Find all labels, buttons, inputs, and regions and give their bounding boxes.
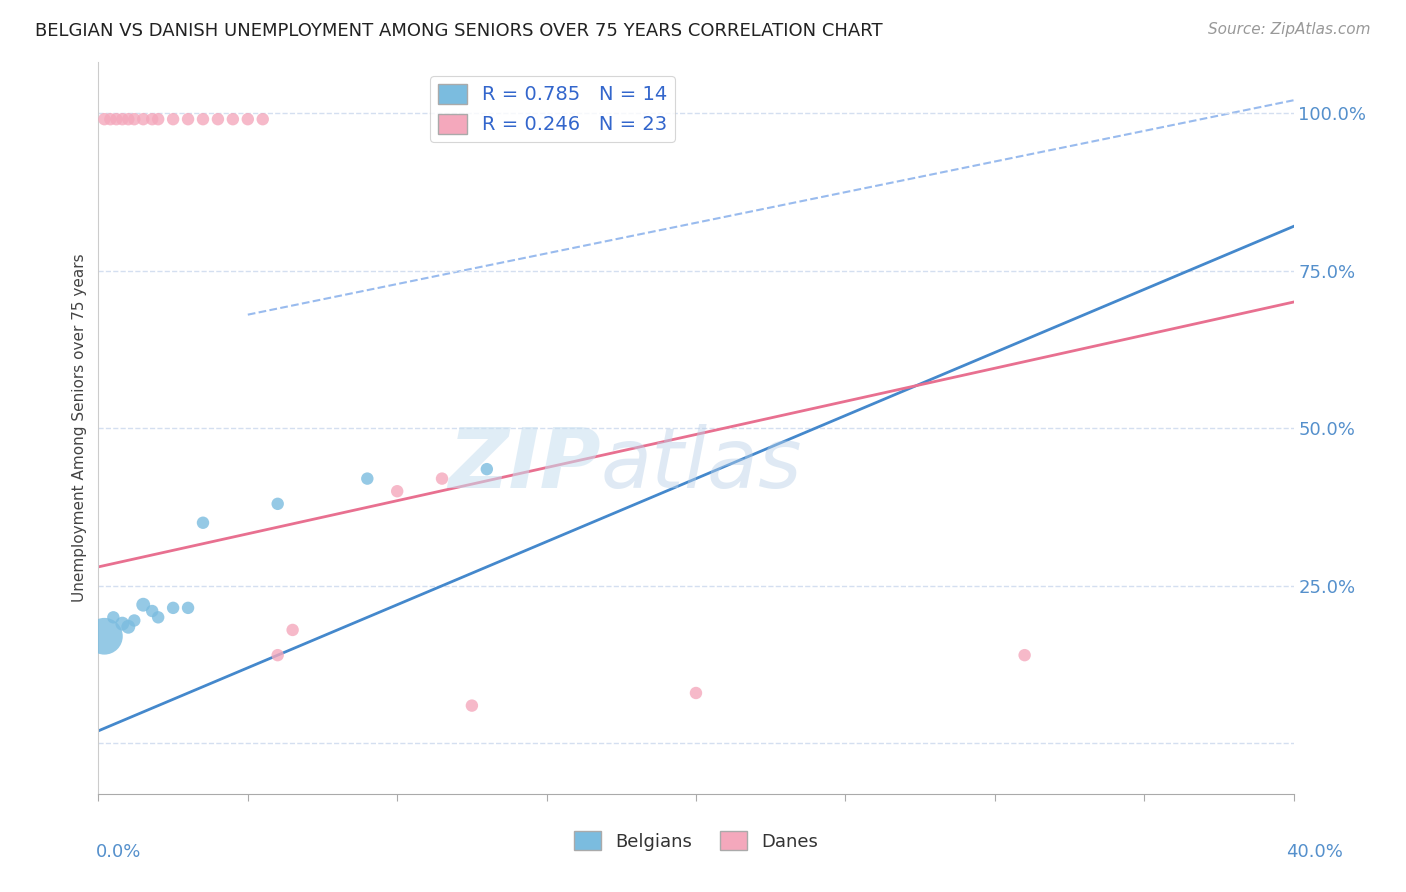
Point [177,600,200,615]
Y-axis label: Unemployment Among Seniors over 75 years: Unemployment Among Seniors over 75 years [72,254,87,602]
Point [148,610,170,624]
Point [117,620,139,634]
Point [103,610,125,624]
Point [141,604,163,618]
Point [281,623,304,637]
Point [124,614,146,628]
Point [93,112,115,127]
Point [148,112,170,127]
Point [222,112,245,127]
Point [430,472,453,486]
Point [177,112,200,127]
Point [117,112,139,127]
Point [356,472,378,486]
Text: 0.0%: 0.0% [96,843,141,861]
Text: Source: ZipAtlas.com: Source: ZipAtlas.com [1208,22,1371,37]
Text: BELGIAN VS DANISH UNEMPLOYMENT AMONG SENIORS OVER 75 YEARS CORRELATION CHART: BELGIAN VS DANISH UNEMPLOYMENT AMONG SEN… [35,22,883,40]
Point [475,462,498,476]
Point [191,516,214,530]
Text: atlas: atlas [600,425,801,505]
Point [267,648,290,662]
Point [124,112,146,127]
Point [461,698,484,713]
Legend: Belgians, Danes: Belgians, Danes [567,824,825,858]
Text: ZIP: ZIP [447,425,600,505]
Point [141,112,163,127]
Point [93,629,115,643]
Point [162,112,184,127]
Point [685,686,707,700]
Point [207,112,229,127]
Point [132,598,155,612]
Point [111,616,134,631]
Point [105,112,128,127]
Point [1014,648,1036,662]
Point [132,112,155,127]
Point [98,112,122,127]
Point [385,484,409,499]
Point [191,112,214,127]
Point [267,497,290,511]
Point [111,112,134,127]
Text: 40.0%: 40.0% [1286,843,1343,861]
Point [252,112,274,127]
Point [236,112,259,127]
Point [162,600,184,615]
